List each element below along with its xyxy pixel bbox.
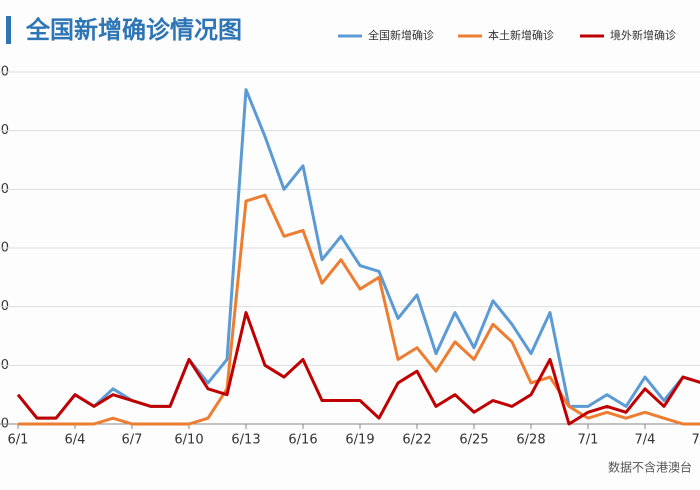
legend-label: 本土新增确诊 [488,28,554,42]
series-line [18,193,700,426]
x-tick-label: 7/1 [578,433,599,448]
x-tick-label: 6/25 [459,433,488,448]
x-tick-label: 7/7 [692,433,700,448]
chart-title: 全国新增确诊情况图 [25,16,242,44]
x-tick-label: 6/7 [122,433,143,448]
x-tick-label: 7/4 [635,433,656,448]
x-tick-label: 6/13 [231,433,260,448]
title-bar [6,16,11,44]
series-line [16,311,700,426]
legend-label: 全国新增确诊 [368,28,434,42]
x-tick-label: 6/16 [288,433,317,448]
x-tick-label: 6/19 [345,433,374,448]
x-tick-label: 6/4 [65,433,86,448]
x-tick-label: 6/10 [174,433,203,448]
note: 数据不含港澳台 [608,460,692,475]
x-tick-label: 6/22 [402,433,431,448]
x-tick-label: 6/1 [8,433,29,448]
x-tick-label: 6/28 [516,433,545,448]
legend-label: 境外新增确诊 [610,28,676,42]
